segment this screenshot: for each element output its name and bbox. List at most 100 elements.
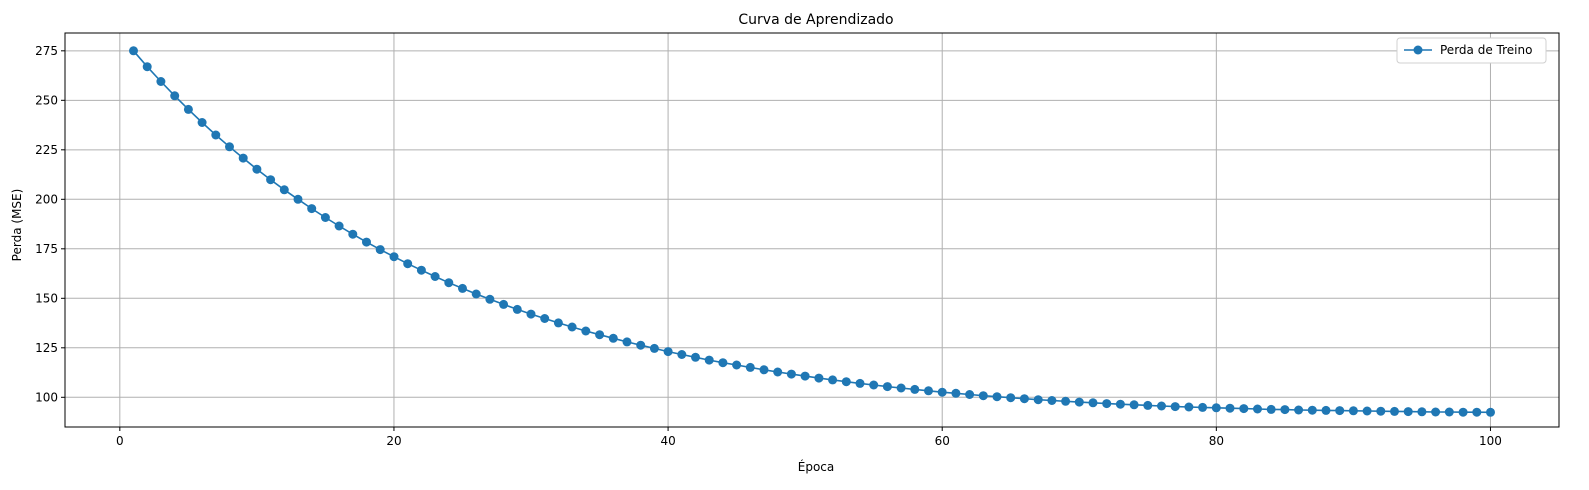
x-tick-label: 40 (660, 434, 675, 448)
data-point (1403, 407, 1413, 417)
data-point (1390, 406, 1399, 416)
data-point (1239, 404, 1249, 414)
x-tick-label: 100 (1479, 434, 1502, 448)
data-point (581, 326, 591, 336)
data-point (1307, 405, 1317, 415)
data-point (1472, 407, 1482, 417)
data-point (375, 245, 385, 255)
data-point (1321, 405, 1331, 415)
data-point (279, 185, 289, 195)
legend-label: Perda de Treino (1440, 43, 1532, 57)
data-point (266, 175, 276, 185)
series-line (132, 50, 1491, 414)
series-layer (129, 46, 1495, 417)
data-point (1253, 404, 1262, 414)
legend-marker-sample (1413, 45, 1423, 55)
axis-ticks: 0 20 40 60 80 100 100 125 150 175 200 225 250 275 (35, 44, 1502, 448)
data-point (718, 358, 728, 368)
data-point (170, 91, 180, 101)
data-point (828, 375, 838, 385)
y-tick-label: 225 (35, 143, 58, 157)
data-point (937, 387, 947, 397)
data-point (965, 390, 975, 399)
data-point (348, 229, 358, 239)
data-point (1047, 396, 1057, 405)
data-point (1376, 406, 1386, 416)
data-point (1184, 402, 1194, 412)
data-point (1143, 400, 1153, 410)
data-point (430, 272, 440, 281)
chart-title: Curva de Aprendizado (738, 12, 893, 28)
data-point (293, 194, 303, 204)
data-point (910, 384, 920, 394)
data-point (814, 373, 824, 383)
data-point (1225, 403, 1235, 413)
data-point (526, 309, 536, 319)
x-tick-label: 20 (386, 434, 401, 448)
data-point (1061, 396, 1071, 406)
data-point (1033, 395, 1043, 405)
data-point (1280, 405, 1290, 415)
data-point (841, 377, 851, 387)
y-tick-label: 200 (35, 192, 58, 206)
legend: Perda de Treino (1396, 37, 1547, 64)
data-point (1294, 405, 1304, 415)
x-tick-label: 60 (935, 434, 950, 448)
data-point (1157, 401, 1166, 411)
data-point (1074, 397, 1084, 407)
data-point (1115, 399, 1125, 409)
data-point (649, 343, 659, 353)
data-point (1170, 402, 1180, 412)
y-tick-label: 125 (35, 341, 58, 355)
data-point (773, 367, 783, 377)
data-point (238, 153, 248, 163)
data-point (924, 386, 933, 396)
data-point (1006, 393, 1016, 403)
data-point (1088, 398, 1098, 408)
data-point (759, 365, 769, 375)
grid-lines (65, 33, 1559, 427)
data-point (129, 46, 138, 56)
y-tick-label: 275 (35, 44, 58, 58)
data-point (1019, 394, 1029, 404)
data-point (1417, 407, 1427, 417)
data-point (567, 322, 577, 332)
data-point (389, 252, 399, 262)
data-point (416, 265, 426, 275)
data-point (197, 118, 207, 127)
data-point (786, 369, 796, 379)
data-point (485, 294, 495, 304)
data-point (1444, 407, 1454, 417)
data-point (951, 388, 961, 398)
y-tick-label: 100 (35, 390, 58, 404)
data-point (540, 314, 550, 323)
data-point (142, 62, 152, 72)
data-point (1348, 406, 1358, 416)
data-point (499, 299, 509, 309)
y-tick-label: 250 (35, 93, 58, 107)
data-point (691, 352, 700, 362)
data-point (869, 380, 879, 390)
data-point (896, 383, 906, 393)
data-point (800, 371, 810, 381)
data-point (978, 391, 988, 401)
data-point (992, 392, 1002, 402)
x-tick-label: 80 (1209, 434, 1224, 448)
data-point (252, 164, 262, 174)
data-point (595, 330, 605, 340)
data-point (320, 213, 330, 222)
data-point (636, 340, 646, 350)
data-point (444, 278, 454, 288)
data-point (553, 318, 563, 328)
x-tick-label: 0 (116, 434, 124, 448)
data-point (362, 237, 371, 247)
data-point (403, 259, 413, 269)
data-point (1102, 399, 1112, 409)
data-point (1362, 406, 1372, 416)
data-point (1129, 400, 1139, 410)
data-point (745, 362, 755, 372)
y-tick-label: 150 (35, 291, 58, 305)
data-point (307, 204, 317, 214)
